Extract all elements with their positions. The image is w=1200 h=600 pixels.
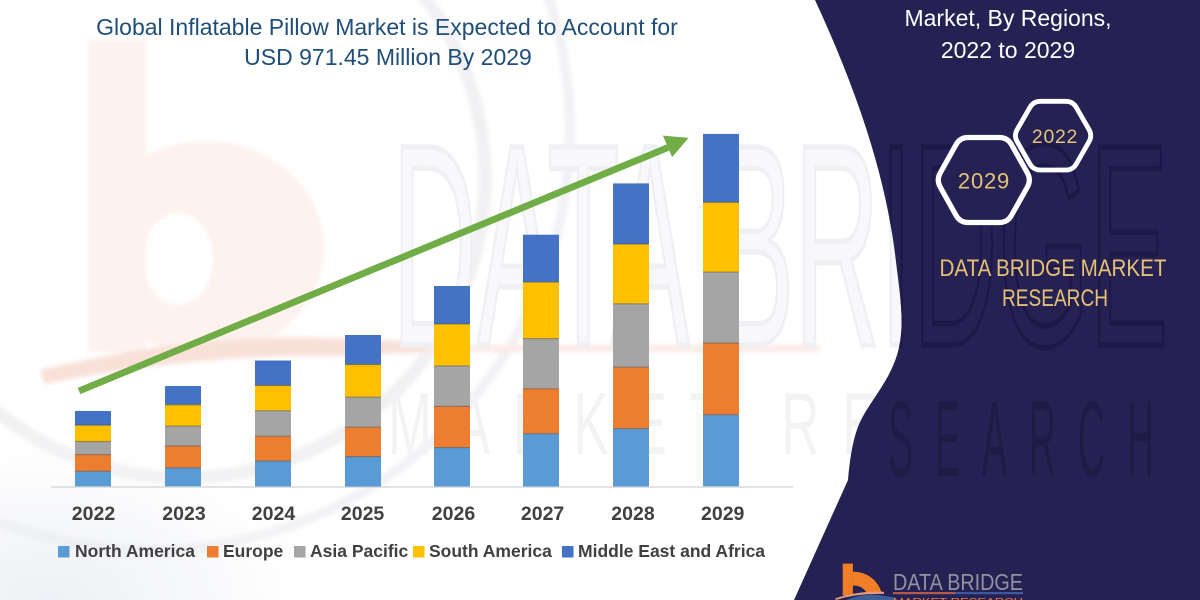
svg-text:MARKET RESEARCH: MARKET RESEARCH	[893, 596, 1023, 600]
svg-text:South America: South America	[429, 541, 552, 561]
svg-text:Market, By Regions,: Market, By Regions,	[904, 5, 1111, 31]
svg-text:2025: 2025	[341, 503, 385, 525]
svg-text:2026: 2026	[432, 503, 476, 525]
svg-text:2022: 2022	[1032, 126, 1078, 148]
svg-text:North America: North America	[75, 541, 195, 561]
svg-text:2022: 2022	[72, 503, 116, 525]
svg-text:2023: 2023	[162, 503, 206, 525]
svg-text:Global Inflatable Pillow Marke: Global Inflatable Pillow Market is Expec…	[96, 14, 678, 40]
svg-text:SEARCH: SEARCH	[888, 380, 1176, 500]
svg-text:2029: 2029	[701, 503, 745, 525]
svg-text:USD 971.45 Million By 2029: USD 971.45 Million By 2029	[244, 44, 532, 70]
svg-text:2024: 2024	[252, 503, 296, 525]
svg-text:DATA BRIDGE: DATA BRIDGE	[893, 569, 1023, 595]
svg-text:2029: 2029	[958, 169, 1010, 194]
svg-text:RESEARCH: RESEARCH	[1002, 285, 1108, 312]
svg-text:2028: 2028	[611, 503, 655, 525]
svg-text:Asia Pacific: Asia Pacific	[310, 541, 409, 561]
svg-text:2022 to 2029: 2022 to 2029	[941, 37, 1075, 63]
svg-text:2027: 2027	[521, 503, 564, 525]
svg-text:DATA BRIDGE MARKET: DATA BRIDGE MARKET	[940, 255, 1167, 282]
svg-text:Europe: Europe	[223, 541, 284, 561]
svg-text:Middle East and Africa: Middle East and Africa	[578, 541, 765, 561]
